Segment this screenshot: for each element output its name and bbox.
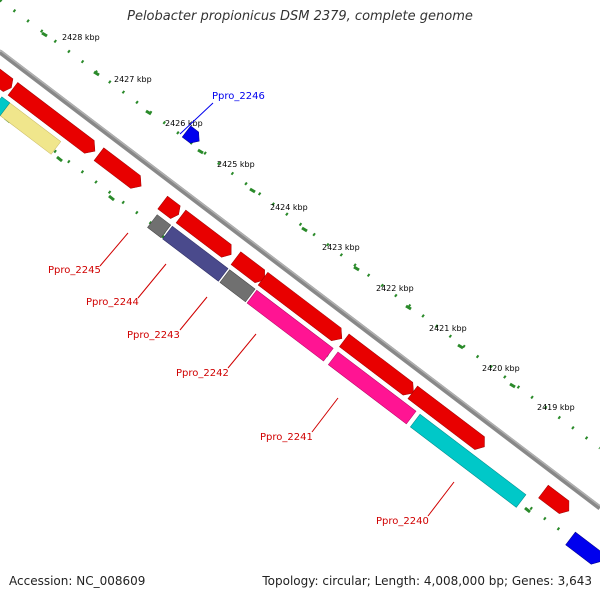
tick-mark [353, 265, 360, 272]
genome-title: Pelobacter propionicus DSM 2379, complet… [127, 9, 473, 24]
gene-feature-red[interactable] [407, 385, 489, 453]
gene-label-ppro-2244[interactable]: Ppro_2244 [86, 297, 139, 308]
genome-summary-text: Topology: circular; Length: 4,008,000 bp… [262, 574, 592, 588]
tick-label: 2421 kbp [429, 324, 467, 333]
gene-feature-ppro-2242[interactable] [246, 289, 334, 362]
gene-feature-red[interactable] [157, 195, 184, 221]
tick-mark [301, 226, 308, 233]
gene-feature-ppro-2246[interactable] [181, 125, 203, 147]
gene-feature-ppro-2243[interactable] [219, 269, 256, 303]
inner-tick-mark [56, 155, 63, 163]
tick-label: 2428 kbp [62, 33, 100, 42]
tick-mark [145, 109, 152, 116]
gene-feature-red[interactable] [93, 147, 146, 193]
gene-feature-red[interactable] [339, 333, 418, 399]
label-leader-ppro-2244 [137, 263, 167, 299]
label-leader-ppro-2241 [311, 397, 339, 433]
inner-tick-mark [524, 506, 531, 514]
gene-feature-red[interactable] [538, 484, 574, 517]
tick-label: 2427 kbp [114, 75, 152, 84]
gene-feature-ppro-2244[interactable] [162, 225, 229, 282]
genome-backbone [0, 50, 600, 510]
tick-label: 2419 kbp [537, 403, 575, 412]
tick-mark [405, 304, 412, 311]
tick-mark [93, 70, 100, 77]
gene-feature-blue[interactable] [565, 531, 600, 568]
label-leader-ppro-2240 [427, 481, 455, 517]
gene-feature-red[interactable] [230, 251, 269, 287]
tick-mark [41, 31, 48, 38]
label-leader-ppro-2245 [99, 232, 129, 267]
gene-label-ppro-2241[interactable]: Ppro_2241 [260, 432, 313, 443]
gene-feature-ppro-2241[interactable] [327, 351, 417, 425]
gene-label-ppro-2240[interactable]: Ppro_2240 [376, 516, 429, 527]
kbp-ticks: 2428 kbp 2427 kbp 2426 kbp 2425 kbp 2424… [41, 31, 575, 412]
label-leader-ppro-2243 [179, 296, 208, 331]
tick-mark [509, 382, 516, 389]
gene-feature-cyan[interactable] [0, 96, 11, 116]
tick-label: 2422 kbp [376, 284, 414, 293]
tick-label: 2426 kbp [165, 119, 203, 128]
gene-feature-ppro-2245[interactable] [147, 214, 172, 239]
gene-feature-red[interactable] [7, 82, 100, 158]
tick-label: 2423 kbp [322, 243, 360, 252]
accession-text: Accession: NC_008609 [9, 574, 146, 588]
ruler-dots-outer [0, 0, 600, 450]
outer-dotted-ruler [0, 0, 600, 450]
label-leader-ppro-2246 [179, 102, 214, 135]
tick-label: 2420 kbp [482, 364, 520, 373]
tick-label: 2425 kbp [217, 160, 255, 169]
tick-label: 2424 kbp [270, 203, 308, 212]
gene-label-ppro-2243[interactable]: Ppro_2243 [127, 330, 180, 341]
gene-feature-red[interactable] [175, 209, 236, 261]
gene-label-ppro-2245[interactable]: Ppro_2245 [48, 265, 101, 276]
tick-mark [197, 148, 204, 155]
gene-feature-ppro-2240[interactable] [409, 413, 527, 508]
gene-feature-red[interactable] [0, 67, 16, 94]
tick-mark [457, 343, 464, 350]
gene-feature-red[interactable] [257, 271, 347, 345]
gene-label-ppro-2242[interactable]: Ppro_2242 [176, 368, 229, 379]
inner-tick-mark [108, 194, 115, 202]
tick-mark [249, 187, 256, 194]
gene-label-ppro-2246[interactable]: Ppro_2246 [212, 91, 265, 102]
genome-backbone-highlight [0, 49, 600, 507]
label-leader-ppro-2242 [227, 333, 257, 369]
